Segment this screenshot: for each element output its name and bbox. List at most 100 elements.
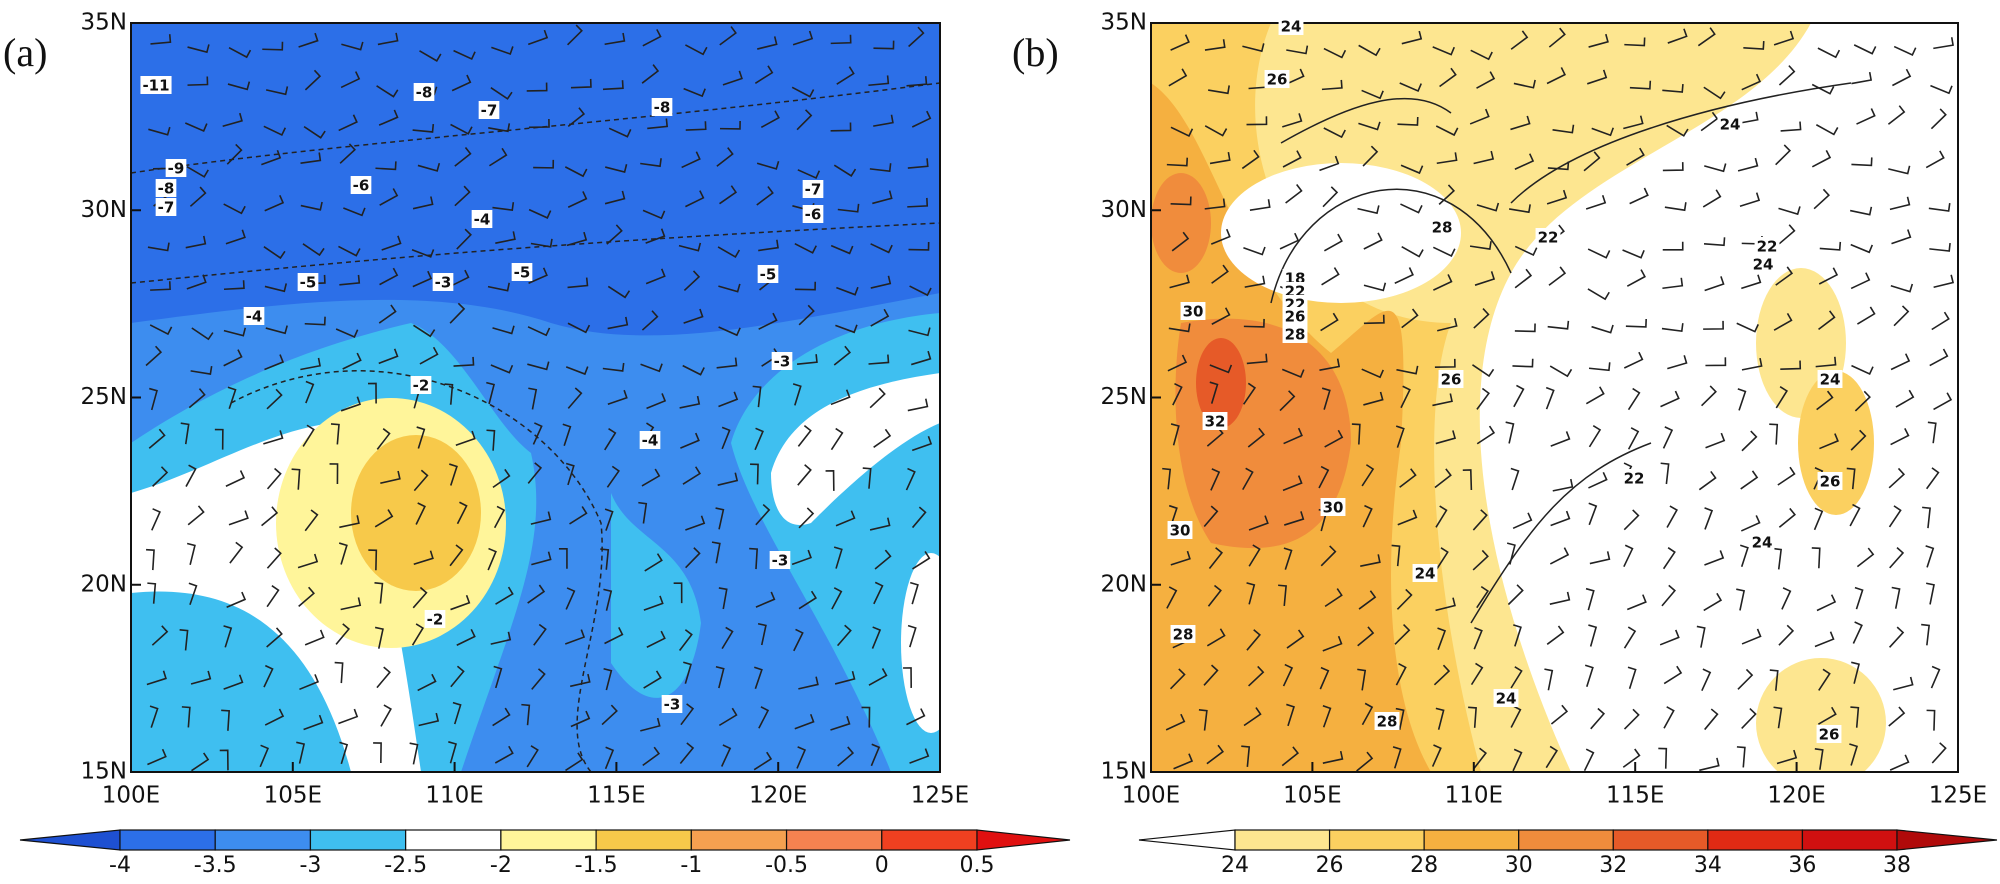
- wind-barb: [1659, 629, 1680, 646]
- wind-barb: [304, 629, 325, 646]
- wind-barb: [680, 432, 700, 449]
- wind-barb: [330, 423, 340, 445]
- wind-barb: [1889, 754, 1910, 771]
- wind-barb: [869, 163, 892, 173]
- wind-barb: [1435, 125, 1459, 137]
- wind-barb: [1513, 79, 1536, 89]
- wind-barb: [719, 120, 741, 130]
- wind-barb: [1324, 429, 1344, 448]
- wind-barb: [1168, 68, 1188, 87]
- contour-label-box: [1621, 469, 1647, 487]
- wind-barb: [1351, 423, 1361, 445]
- wind-barb: [188, 582, 198, 606]
- wind-barb: [1583, 748, 1595, 772]
- wind-barb: [527, 29, 549, 46]
- wind-barb: [449, 463, 458, 486]
- wind-barb: [638, 501, 648, 524]
- wind-barb: [1703, 592, 1723, 612]
- wind-barb: [908, 26, 925, 48]
- wind-barb: [1204, 39, 1226, 51]
- wind-barb: [1546, 625, 1565, 645]
- wind-barb: [1925, 150, 1945, 169]
- wind-barb: [1773, 312, 1793, 331]
- wind-barb: [1396, 588, 1413, 610]
- colorbar-label: -2: [490, 853, 512, 878]
- wind-barb: [1286, 703, 1295, 727]
- wind-barb: [1514, 153, 1535, 170]
- contour-label: 30: [1170, 522, 1191, 540]
- wind-barb: [678, 242, 702, 252]
- wind-barb: [753, 751, 773, 771]
- colorbar-label: -0.5: [765, 853, 808, 878]
- contour-label: -9: [168, 160, 185, 178]
- contour-label-box: [165, 159, 187, 177]
- wind-barb: [1662, 277, 1684, 290]
- wind-barb: [335, 623, 351, 645]
- wind-barb: [186, 542, 196, 566]
- y-tick-label: 35N: [81, 10, 127, 36]
- wind-barb: [526, 82, 548, 92]
- wind-barb: [602, 80, 624, 91]
- wind-barb: [1243, 318, 1265, 328]
- wind-barb: [338, 245, 361, 257]
- contour-label-box: [1717, 115, 1743, 133]
- wind-barb: [1856, 547, 1875, 568]
- wind-barb: [1435, 505, 1448, 528]
- wind-barb: [1474, 271, 1496, 286]
- wind-barb: [1399, 82, 1422, 93]
- wind-barb: [791, 549, 812, 566]
- contour-label-box: [1180, 302, 1206, 320]
- wind-barb: [1548, 27, 1566, 48]
- wind-barb: [794, 242, 817, 254]
- wind-barb: [376, 666, 391, 689]
- wind-barb: [263, 246, 286, 260]
- wind-barb: [685, 190, 705, 208]
- wind-barb: [495, 231, 516, 244]
- wind-barb: [1318, 465, 1330, 489]
- wind-barb: [1473, 308, 1490, 329]
- wind-barb: [1893, 676, 1914, 691]
- wind-barb: [1585, 386, 1605, 405]
- wind-barb: [380, 704, 392, 727]
- wind-barb: [1397, 116, 1419, 126]
- wind-barb: [837, 203, 860, 213]
- contour-label-box: [155, 179, 177, 197]
- wind-barb: [305, 380, 315, 404]
- wind-barb: [1322, 750, 1344, 764]
- wind-barb: [567, 107, 586, 127]
- wind-barb: [339, 274, 361, 286]
- wind-barb: [1777, 466, 1796, 486]
- wind-barb: [521, 703, 531, 726]
- wind-barb: [1662, 241, 1684, 251]
- wind-barb: [151, 508, 161, 531]
- wind-barb: [495, 586, 514, 605]
- wind-barb: [1741, 357, 1763, 371]
- wind-barb: [1741, 73, 1762, 91]
- wind-barb: [527, 361, 550, 371]
- wind-barb: [262, 41, 284, 51]
- contour-label: -8: [654, 99, 671, 117]
- contour-label-box: [1750, 255, 1776, 273]
- wind-barb: [911, 110, 932, 128]
- wind-barb: [1432, 246, 1456, 258]
- wind-barb: [145, 345, 163, 367]
- wind-barb: [1590, 707, 1606, 730]
- wind-barb: [1319, 155, 1340, 172]
- wind-barb: [528, 208, 552, 219]
- wind-barb: [303, 714, 324, 731]
- wind-barb: [1585, 194, 1607, 210]
- wind-barb: [642, 209, 666, 220]
- wind-barb: [1856, 108, 1876, 125]
- wind-barb: [1244, 275, 1266, 288]
- wind-barb: [1472, 364, 1495, 378]
- wind-barb: [1394, 267, 1414, 284]
- wind-barb: [412, 586, 428, 609]
- wind-barb: [1469, 108, 1490, 125]
- wind-barb: [303, 125, 326, 139]
- wind-barb: [868, 75, 890, 87]
- contour-label-box: [413, 83, 435, 101]
- wind-barb: [1286, 629, 1305, 649]
- colorbar-label: -3: [299, 853, 321, 878]
- wind-barb: [646, 630, 666, 648]
- wind-barb: [1361, 368, 1384, 379]
